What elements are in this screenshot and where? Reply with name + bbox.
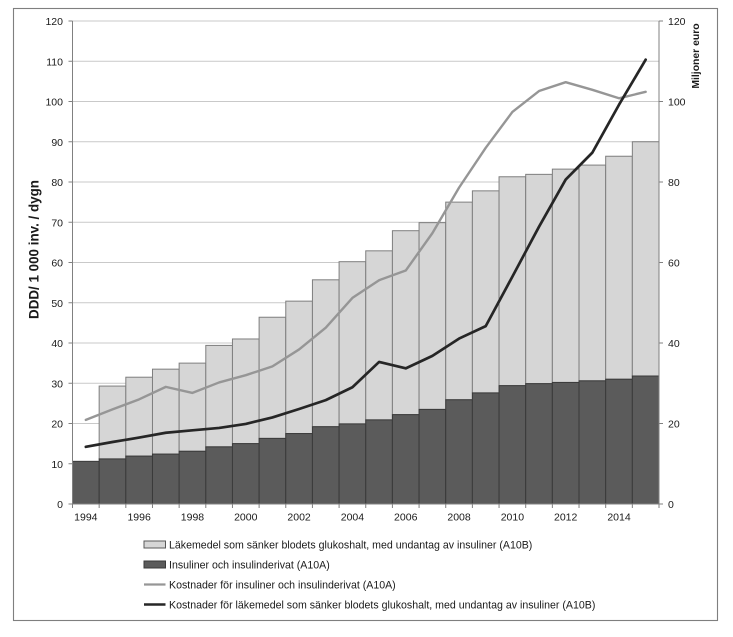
svg-text:70: 70 [51,217,63,229]
svg-text:Kostnader för insuliner och in: Kostnader för insuliner och insulinderiv… [169,579,396,591]
svg-text:2010: 2010 [501,512,525,524]
svg-text:2000: 2000 [234,512,258,524]
svg-text:DDD/ 1 000 inv. / dygn: DDD/ 1 000 inv. / dygn [27,180,42,319]
svg-text:80: 80 [51,177,63,189]
svg-text:20: 20 [668,419,680,431]
svg-text:2006: 2006 [394,512,418,524]
svg-text:80: 80 [668,177,680,189]
svg-text:2004: 2004 [341,512,365,524]
svg-text:2008: 2008 [447,512,471,524]
svg-text:10: 10 [51,459,63,471]
svg-text:Insuliner och insulinderivat (: Insuliner och insulinderivat (A10A) [169,559,330,571]
svg-text:60: 60 [668,258,680,270]
svg-text:2014: 2014 [607,512,631,524]
svg-text:100: 100 [668,97,686,109]
svg-text:2012: 2012 [554,512,578,524]
svg-text:100: 100 [45,97,63,109]
svg-text:110: 110 [46,56,63,68]
svg-text:30: 30 [51,378,63,390]
svg-text:40: 40 [668,338,680,350]
svg-text:40: 40 [51,338,63,350]
svg-text:Miljoner euro: Miljoner euro [691,23,702,88]
svg-text:90: 90 [51,137,63,149]
svg-text:120: 120 [668,16,686,28]
svg-text:20: 20 [51,419,63,431]
svg-text:1998: 1998 [181,512,205,524]
svg-text:0: 0 [57,499,63,511]
svg-text:0: 0 [668,499,674,511]
svg-text:Läkemedel som sänker blodets g: Läkemedel som sänker blodets glukoshalt,… [169,539,532,551]
svg-text:1996: 1996 [127,512,151,524]
svg-text:50: 50 [51,298,63,310]
svg-text:Kostnader för läkemedel som sä: Kostnader för läkemedel som sänker blode… [169,599,595,611]
svg-text:1994: 1994 [74,512,98,524]
svg-text:60: 60 [51,258,63,270]
svg-text:120: 120 [45,16,63,28]
svg-text:2002: 2002 [287,512,311,524]
